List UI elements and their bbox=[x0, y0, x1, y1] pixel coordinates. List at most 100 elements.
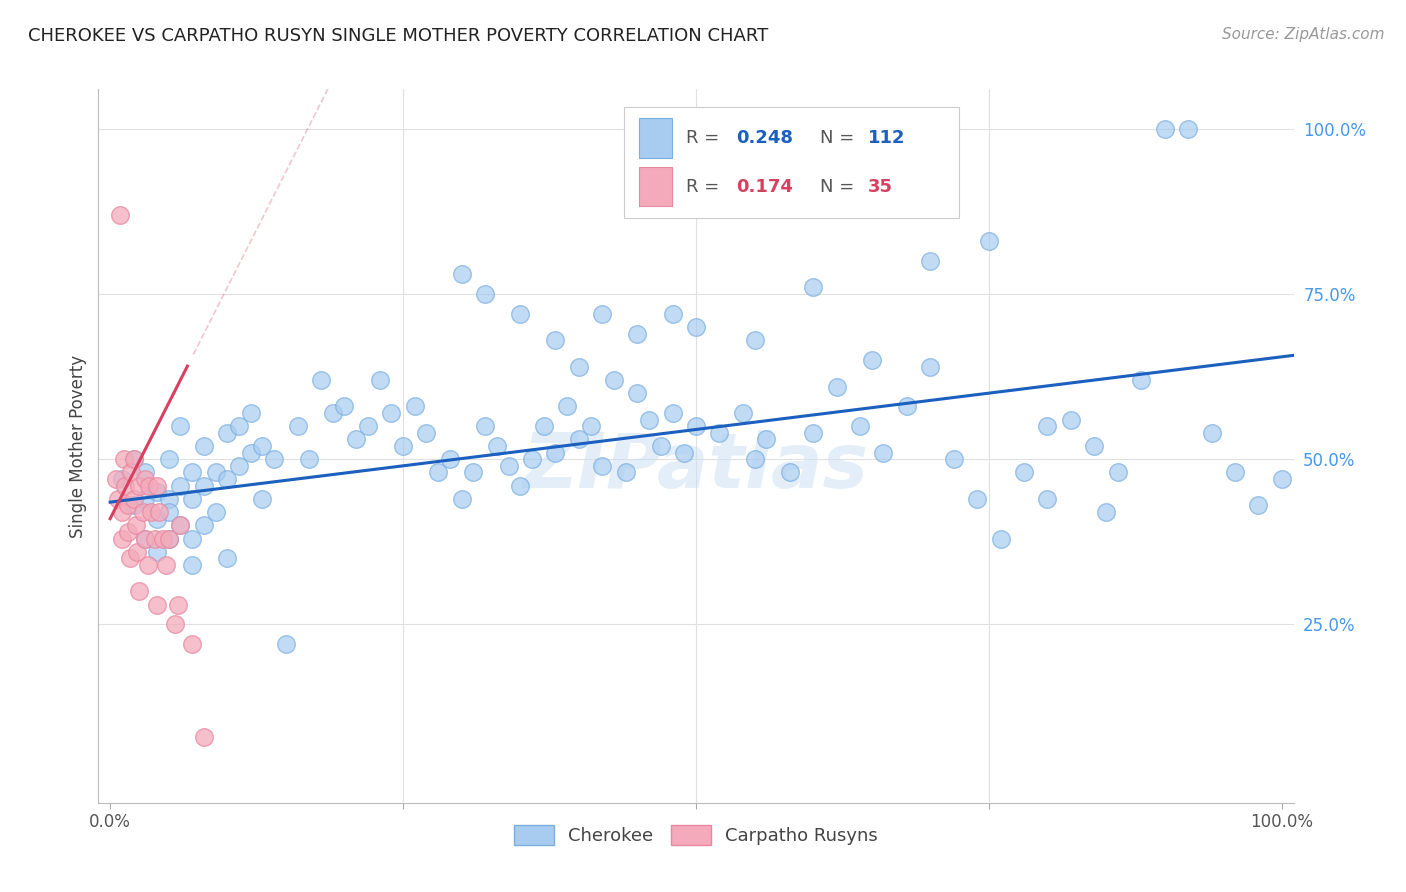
Point bbox=[146, 478, 169, 492]
Point bbox=[143, 532, 166, 546]
Point bbox=[801, 425, 824, 440]
Point bbox=[128, 584, 150, 599]
Point bbox=[474, 419, 496, 434]
Point bbox=[108, 208, 131, 222]
Point bbox=[427, 466, 450, 480]
Point bbox=[603, 373, 626, 387]
Point bbox=[157, 452, 180, 467]
Text: N =: N = bbox=[820, 178, 855, 195]
Text: 112: 112 bbox=[868, 129, 905, 147]
Point bbox=[638, 412, 661, 426]
Point bbox=[474, 287, 496, 301]
Text: R =: R = bbox=[686, 178, 720, 195]
Point bbox=[141, 505, 163, 519]
Point bbox=[673, 445, 696, 459]
Point bbox=[169, 518, 191, 533]
Point bbox=[122, 491, 145, 506]
Point bbox=[344, 433, 367, 447]
Point bbox=[977, 234, 1000, 248]
Text: 0.174: 0.174 bbox=[737, 178, 793, 195]
Point bbox=[568, 433, 591, 447]
Point bbox=[274, 637, 297, 651]
Point bbox=[112, 452, 135, 467]
Point bbox=[990, 532, 1012, 546]
Point bbox=[122, 452, 145, 467]
Point bbox=[181, 558, 204, 572]
Point bbox=[920, 254, 942, 268]
Legend: Cherokee, Carpatho Rusyns: Cherokee, Carpatho Rusyns bbox=[505, 815, 887, 855]
Point bbox=[217, 472, 239, 486]
Point bbox=[801, 280, 824, 294]
FancyBboxPatch shape bbox=[624, 107, 959, 218]
Point bbox=[163, 617, 186, 632]
Point bbox=[146, 598, 169, 612]
Point bbox=[942, 452, 965, 467]
Point bbox=[181, 491, 204, 506]
Point bbox=[709, 425, 731, 440]
Point bbox=[157, 532, 180, 546]
Point bbox=[228, 458, 250, 473]
Point bbox=[357, 419, 380, 434]
Point bbox=[117, 524, 139, 539]
Point bbox=[1177, 121, 1199, 136]
Point bbox=[450, 267, 472, 281]
Point bbox=[193, 478, 215, 492]
Point bbox=[287, 419, 309, 434]
Point bbox=[450, 491, 472, 506]
Point bbox=[134, 466, 156, 480]
Point bbox=[849, 419, 872, 434]
Point bbox=[731, 406, 754, 420]
Point bbox=[439, 452, 461, 467]
Point bbox=[217, 425, 239, 440]
Point bbox=[463, 466, 485, 480]
Point bbox=[128, 478, 150, 492]
Text: Source: ZipAtlas.com: Source: ZipAtlas.com bbox=[1222, 27, 1385, 42]
Point bbox=[1095, 505, 1118, 519]
Point bbox=[114, 478, 136, 492]
Point bbox=[872, 445, 894, 459]
Point bbox=[1153, 121, 1175, 136]
Text: R =: R = bbox=[686, 129, 720, 147]
Point bbox=[685, 320, 707, 334]
Point bbox=[157, 505, 180, 519]
Point bbox=[252, 491, 274, 506]
Point bbox=[239, 445, 262, 459]
Point bbox=[1107, 466, 1129, 480]
Point bbox=[120, 466, 142, 480]
Point bbox=[157, 491, 180, 506]
Point bbox=[1036, 491, 1059, 506]
Point bbox=[134, 491, 156, 506]
Point bbox=[169, 419, 191, 434]
Point bbox=[263, 452, 285, 467]
Point bbox=[146, 485, 169, 500]
Point bbox=[520, 452, 543, 467]
Point bbox=[755, 433, 778, 447]
Point bbox=[120, 551, 141, 566]
Point bbox=[614, 466, 637, 480]
Point bbox=[252, 439, 274, 453]
Bar bbox=[638, 167, 672, 206]
Text: ZIPatlas: ZIPatlas bbox=[523, 431, 869, 504]
Y-axis label: Single Mother Poverty: Single Mother Poverty bbox=[69, 354, 87, 538]
Point bbox=[169, 518, 191, 533]
Point bbox=[555, 400, 578, 414]
Point bbox=[966, 491, 988, 506]
Point bbox=[146, 545, 169, 559]
Point bbox=[1036, 419, 1059, 434]
Point bbox=[155, 558, 177, 572]
Point bbox=[568, 359, 591, 374]
Point bbox=[744, 333, 766, 347]
Point bbox=[498, 458, 520, 473]
Point bbox=[193, 439, 215, 453]
Point bbox=[134, 532, 156, 546]
Point bbox=[111, 472, 134, 486]
Point bbox=[322, 406, 344, 420]
Point bbox=[1271, 472, 1294, 486]
Point bbox=[217, 551, 239, 566]
Point bbox=[204, 505, 226, 519]
Point bbox=[136, 558, 159, 572]
Text: 0.248: 0.248 bbox=[737, 129, 793, 147]
Point bbox=[860, 353, 883, 368]
Point bbox=[896, 400, 918, 414]
Point bbox=[204, 466, 226, 480]
